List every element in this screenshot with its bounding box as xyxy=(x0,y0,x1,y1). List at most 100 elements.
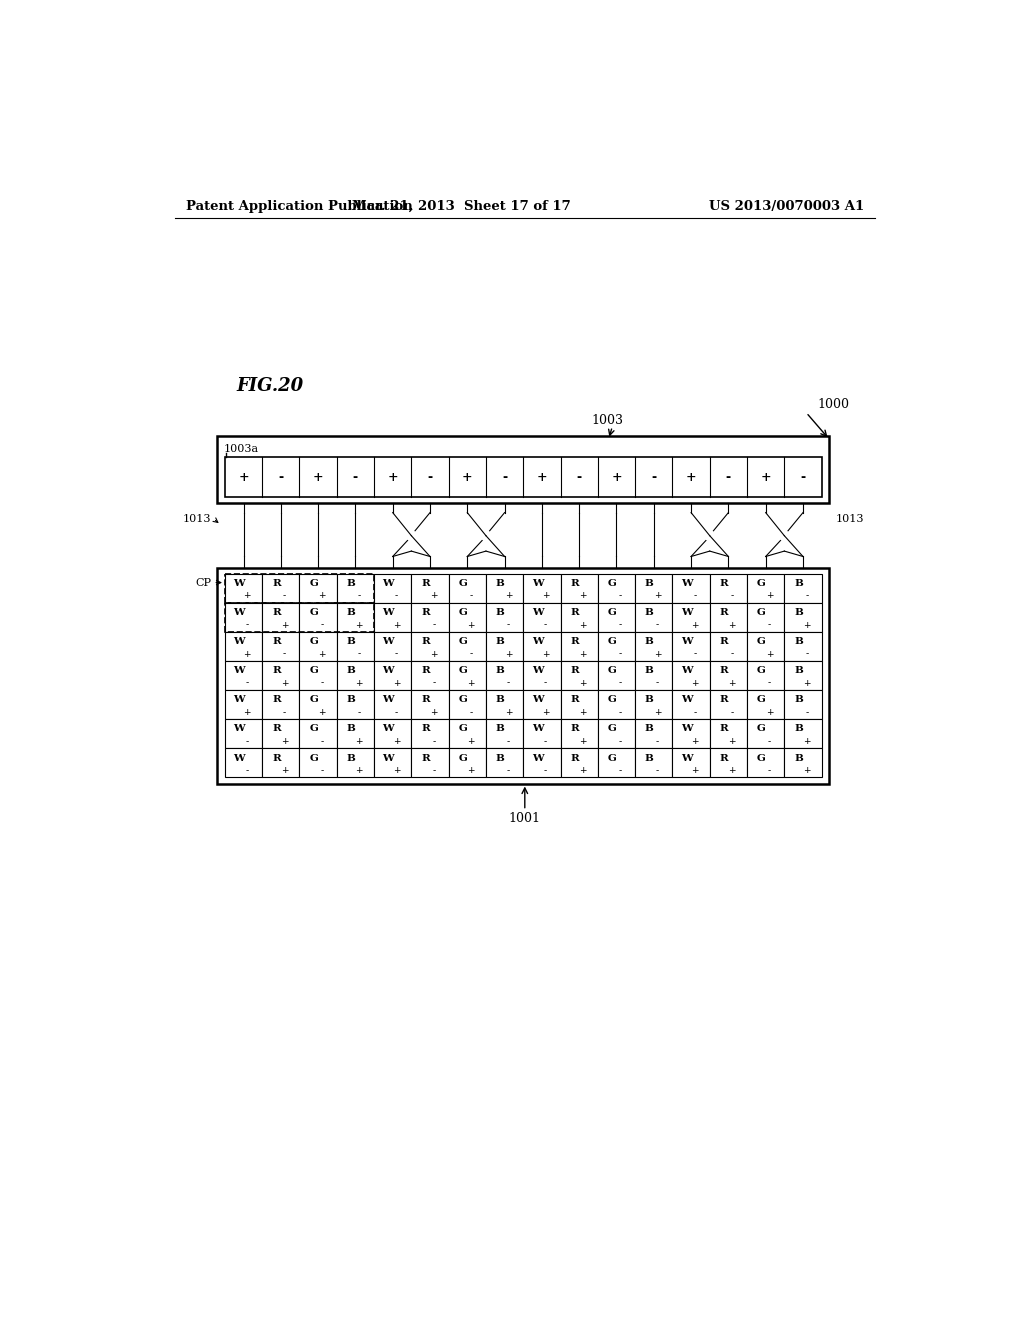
Text: B: B xyxy=(794,754,803,763)
Bar xyxy=(262,661,299,690)
Bar xyxy=(673,574,710,603)
Text: R: R xyxy=(720,579,728,589)
Text: -: - xyxy=(618,737,622,746)
Text: +: + xyxy=(462,471,473,484)
Bar xyxy=(225,603,262,632)
Bar xyxy=(486,719,523,748)
Bar xyxy=(598,748,635,777)
Bar xyxy=(635,719,673,748)
Text: +: + xyxy=(392,737,400,746)
Bar xyxy=(635,690,673,719)
Text: W: W xyxy=(233,667,245,676)
Text: R: R xyxy=(570,638,580,647)
Text: W: W xyxy=(382,667,394,676)
Text: W: W xyxy=(531,638,544,647)
Text: -: - xyxy=(321,620,324,630)
Text: +: + xyxy=(728,620,736,630)
Text: -: - xyxy=(805,708,808,717)
Text: W: W xyxy=(681,638,692,647)
Bar xyxy=(412,748,449,777)
Text: +: + xyxy=(467,737,475,746)
Text: G: G xyxy=(459,754,467,763)
Text: +: + xyxy=(281,678,289,688)
Text: +: + xyxy=(580,766,587,775)
Text: G: G xyxy=(757,754,766,763)
Bar xyxy=(262,632,299,661)
Bar xyxy=(598,661,635,690)
Bar xyxy=(262,748,299,777)
Text: -: - xyxy=(395,708,398,717)
Text: B: B xyxy=(346,667,355,676)
Bar xyxy=(412,574,449,603)
Bar xyxy=(225,574,374,603)
Bar xyxy=(449,574,486,603)
Bar xyxy=(262,719,299,748)
Text: B: B xyxy=(496,667,505,676)
Bar xyxy=(449,661,486,690)
Bar xyxy=(710,719,748,748)
Text: W: W xyxy=(382,579,394,589)
Bar xyxy=(449,719,486,748)
Bar xyxy=(486,603,523,632)
Bar xyxy=(523,632,560,661)
Text: W: W xyxy=(531,579,544,589)
Text: B: B xyxy=(794,725,803,734)
Bar xyxy=(299,603,337,632)
Text: -: - xyxy=(283,708,286,717)
Bar xyxy=(412,719,449,748)
Text: R: R xyxy=(272,579,281,589)
Text: -: - xyxy=(432,737,435,746)
Bar xyxy=(262,603,299,632)
Bar xyxy=(598,574,635,603)
Text: -: - xyxy=(321,737,324,746)
Bar xyxy=(673,603,710,632)
Text: W: W xyxy=(233,754,245,763)
Text: W: W xyxy=(681,725,692,734)
Text: W: W xyxy=(382,725,394,734)
Text: -: - xyxy=(357,649,360,659)
Text: +: + xyxy=(580,708,587,717)
Text: -: - xyxy=(246,620,249,630)
Text: G: G xyxy=(309,725,318,734)
Bar xyxy=(748,661,784,690)
Text: B: B xyxy=(794,579,803,589)
Text: +: + xyxy=(244,649,251,659)
Text: -: - xyxy=(693,708,696,717)
Text: G: G xyxy=(607,638,616,647)
Bar xyxy=(710,574,748,603)
Text: +: + xyxy=(803,620,810,630)
Text: Mar. 21, 2013  Sheet 17 of 17: Mar. 21, 2013 Sheet 17 of 17 xyxy=(352,199,570,213)
Bar xyxy=(673,661,710,690)
Text: CP: CP xyxy=(195,578,211,587)
Bar xyxy=(299,690,337,719)
Bar xyxy=(748,748,784,777)
Text: US 2013/0070003 A1: US 2013/0070003 A1 xyxy=(709,199,864,213)
Text: -: - xyxy=(768,620,771,630)
Text: -: - xyxy=(395,591,398,601)
Text: B: B xyxy=(346,609,355,618)
Text: +: + xyxy=(430,591,437,601)
Text: -: - xyxy=(618,678,622,688)
Text: R: R xyxy=(570,754,580,763)
Bar xyxy=(374,690,412,719)
Text: G: G xyxy=(459,696,467,705)
Bar xyxy=(262,690,299,719)
Text: +: + xyxy=(244,708,251,717)
Text: +: + xyxy=(766,649,773,659)
Text: +: + xyxy=(537,471,547,484)
Bar xyxy=(523,748,560,777)
Text: G: G xyxy=(607,696,616,705)
Bar xyxy=(299,661,337,690)
Text: B: B xyxy=(496,696,505,705)
Text: -: - xyxy=(246,678,249,688)
Text: R: R xyxy=(720,696,728,705)
Bar xyxy=(784,748,821,777)
Text: R: R xyxy=(272,696,281,705)
Text: -: - xyxy=(805,649,808,659)
Text: -: - xyxy=(469,591,473,601)
Text: G: G xyxy=(607,579,616,589)
Bar xyxy=(560,661,598,690)
Bar xyxy=(560,603,598,632)
Text: +: + xyxy=(281,766,289,775)
Text: R: R xyxy=(720,609,728,618)
